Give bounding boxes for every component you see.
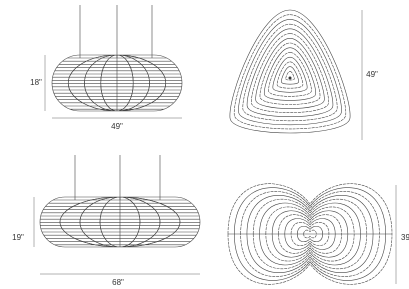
- plan-ring: [238, 19, 341, 124]
- width-label: 68": [112, 278, 124, 287]
- lamp-drawings: [40, 5, 392, 284]
- plan-ring: [281, 67, 298, 85]
- depth-label: 39: [401, 233, 409, 242]
- lamp-side-view: [40, 197, 200, 247]
- depth-label: 49": [366, 70, 378, 79]
- plan-ring: [269, 52, 312, 96]
- height-label: 19": [12, 233, 24, 242]
- height-label: 18": [30, 78, 42, 87]
- plan-ring: [251, 34, 328, 113]
- diagram: 18" 49" 49" 19" 68" 39: [0, 0, 409, 289]
- plan-ring: [273, 57, 307, 92]
- plan-ring: [247, 29, 333, 117]
- plan-ring: [234, 15, 346, 129]
- page: {"lamps": [ {"height_label": "18\"", "wi…: [0, 0, 409, 289]
- center-point: [289, 77, 292, 80]
- width-label: 49": [111, 122, 123, 131]
- lamp-side-view: [52, 55, 182, 111]
